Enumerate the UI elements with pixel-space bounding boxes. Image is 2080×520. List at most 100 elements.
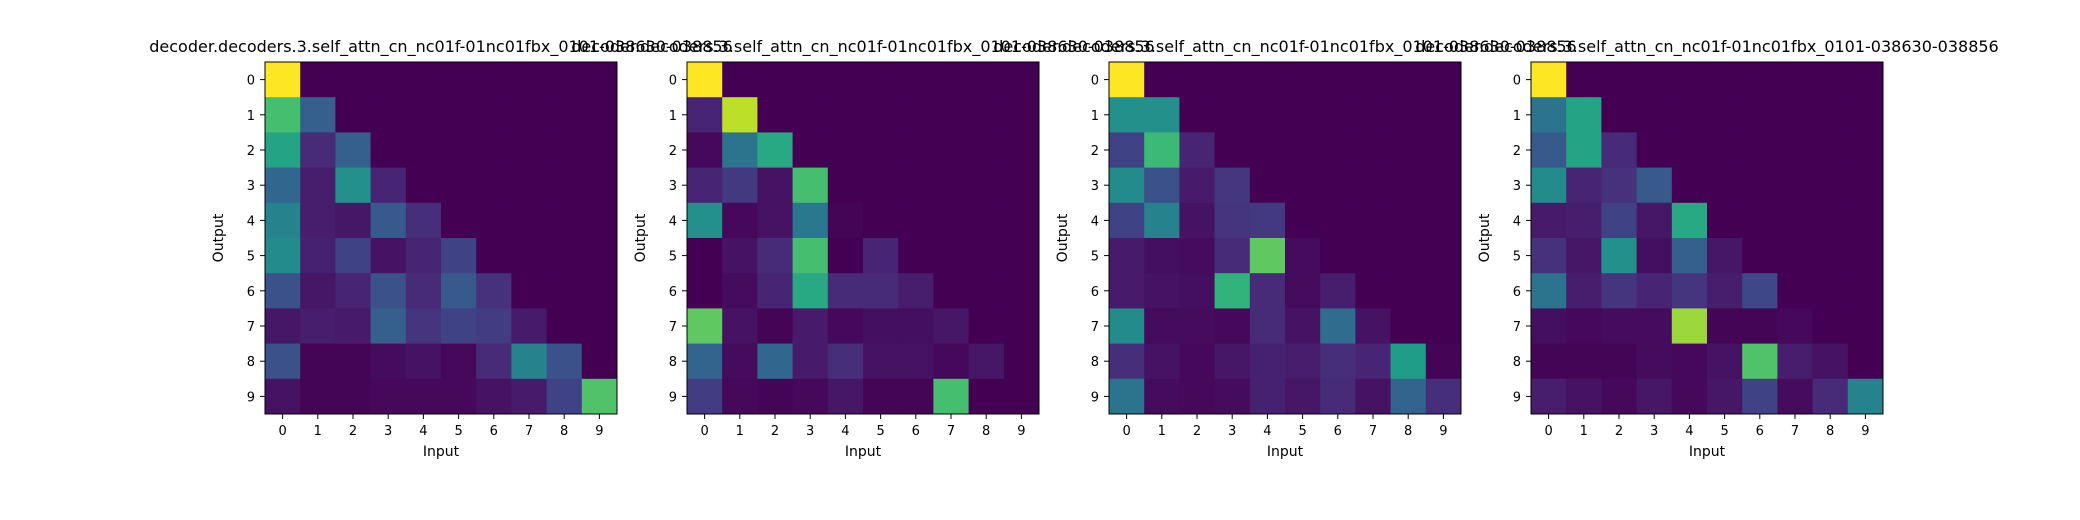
heatmap-cell-r2-c1 [1144,132,1180,169]
y-tick-label: 3 [247,179,255,194]
heatmap-cell-r0-c3 [1636,62,1673,98]
x-tick-label: 2 [1615,424,1623,439]
x-tick-label: 7 [525,424,533,439]
heatmap-cell-r1-c7 [511,97,548,133]
y-tick-label: 8 [1091,355,1099,370]
heatmap-cell-r0-c4 [1249,62,1286,98]
y-axis-label: Output [211,213,227,262]
heatmap-cell-r4-c8 [546,202,583,239]
x-tick-label: 6 [490,424,498,439]
heatmap-cell-r0-c0 [265,62,301,98]
heatmap-cell-r8-c2 [335,343,372,380]
heatmap-cell-r1-c9 [1425,97,1462,133]
heatmap-cell-r7-c2 [757,308,794,345]
heatmap-cell-r8-c9 [1003,343,1040,380]
heatmap-cell-r6-c9 [1425,273,1462,309]
panel-title: decoder.decoders.3.self_attn_cn_nc01f-01… [993,37,1576,57]
heatmap-cell-r6-c8 [1390,273,1427,309]
heatmap-cell-r5-c4 [1671,238,1708,274]
heatmap-cell-r5-c2 [757,238,794,274]
heatmap-cell-r4-c3 [370,202,407,239]
heatmap-cell-r9-c2 [757,378,794,415]
y-tick-label: 5 [1513,250,1521,265]
y-tick-label: 8 [669,355,677,370]
heatmap-cell-r1-c2 [1179,97,1216,133]
heatmap-cell-r5-c3 [792,238,829,274]
x-tick-label: 4 [1263,424,1271,439]
x-tick-label: 6 [1334,424,1342,439]
x-tick-label: 4 [1685,424,1693,439]
heatmap-cell-r9-c5 [863,378,899,415]
heatmap-cell-r8-c2 [1601,343,1638,380]
heatmap-cell-r4-c5 [863,202,899,239]
heatmap-cell-r8-c7 [933,343,970,380]
heatmap-cell-r7-c4 [827,308,864,345]
heatmap-cell-r1-c4 [1671,97,1708,133]
heatmap-cell-r7-c9 [1003,308,1040,345]
heatmap-cell-r4-c4 [1671,202,1708,239]
heatmap-cell-r2-c7 [1777,132,1814,169]
heatmap-cell-r2-c0 [1531,132,1567,169]
heatmap-cell-r8-c9 [1425,343,1462,380]
y-tick-label: 4 [1513,214,1521,229]
heatmap-cell-r3-c6 [898,167,934,204]
heatmap-cell-r1-c4 [405,97,442,133]
heatmap-cell-r8-c0 [265,343,301,380]
heatmap-cell-r2-c6 [476,132,512,169]
heatmap-cell-r0-c6 [476,62,512,98]
heatmap-cell-r2-c6 [1742,132,1778,169]
heatmap-cell-r8-c5 [441,343,477,380]
heatmap-cell-r6-c2 [1601,273,1638,309]
heatmap-cell-r7-c1 [1144,308,1180,345]
x-tick-label: 6 [1756,424,1764,439]
heatmap-cell-r5-c8 [968,238,1005,274]
heatmap-cell-r7-c3 [792,308,829,345]
heatmap-cell-r1-c7 [933,97,970,133]
heatmap-cell-r8-c7 [511,343,548,380]
heatmap-cell-r5-c5 [441,238,477,274]
heatmap-cell-r2-c4 [405,132,442,169]
heatmap-cell-r4-c0 [265,202,301,239]
y-tick-label: 3 [669,179,677,194]
heatmap-cell-r7-c7 [1777,308,1814,345]
heatmap-cell-r6-c5 [1285,273,1321,309]
heatmap-cell-r4-c2 [1601,202,1638,239]
heatmap-cell-r5-c0 [1531,238,1567,274]
heatmap-cell-r7-c8 [1390,308,1427,345]
heatmap-cell-r0-c8 [968,62,1005,98]
heatmap-cell-r0-c0 [1109,62,1145,98]
heatmap-cell-r2-c2 [1601,132,1638,169]
y-tick-label: 8 [247,355,255,370]
heatmap-cell-r2-c3 [1636,132,1673,169]
y-tick-label: 7 [1513,320,1521,335]
heatmap-cell-r2-c4 [1671,132,1708,169]
heatmap-cell-r4-c1 [1566,202,1602,239]
heatmap-cell-r1-c5 [1707,97,1743,133]
heatmap-cell-r0-c1 [1144,62,1180,98]
panel-title: decoder.decoders.3.self_attn_cn_nc01f-01… [1415,37,1998,57]
heatmap-cell-r8-c5 [1707,343,1743,380]
heatmap-cell-r9-c3 [1636,378,1673,415]
heatmap-cell-r6-c1 [300,273,336,309]
heatmap-panel-4: 0 1 2 3 4 5 6 7 8 9 0 1 2 3 4 5 6 7 8 9 Input Output decoder.d… [1415,37,1998,460]
heatmap-cell-r6-c3 [1636,273,1673,309]
heatmap-cell-r7-c1 [300,308,336,345]
heatmap-cell-r8-c0 [1531,343,1567,380]
heatmap-cell-r7-c3 [1214,308,1251,345]
heatmap-cell-r1-c2 [757,97,794,133]
heatmap-cell-r1-c6 [1742,97,1778,133]
heatmap-cell-r3-c7 [511,167,548,204]
heatmap-cell-r2-c2 [335,132,372,169]
heatmap-cell-r2-c9 [1003,132,1040,169]
x-axis-label: Input [1689,444,1726,460]
heatmap-cell-r0-c4 [1671,62,1708,98]
heatmap-cell-r3-c8 [546,167,583,204]
heatmap-cell-r2-c0 [265,132,301,169]
heatmap-cell-r3-c3 [792,167,829,204]
heatmap-cell-r3-c3 [1214,167,1251,204]
x-axis-label: Input [423,444,460,460]
heatmap-cell-r1-c8 [1390,97,1427,133]
heatmap-cell-r9-c7 [1355,378,1392,415]
